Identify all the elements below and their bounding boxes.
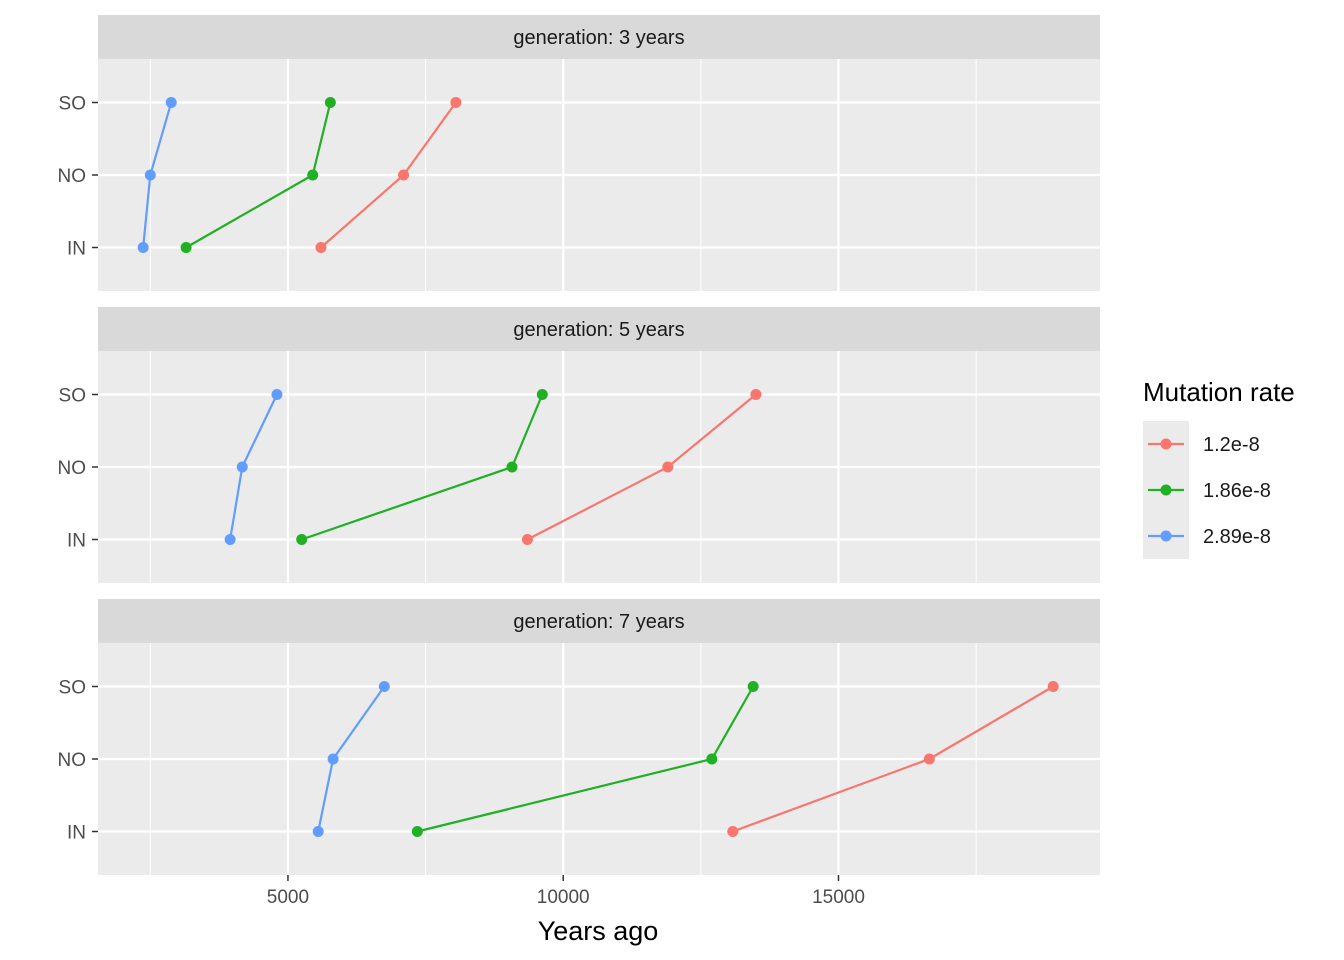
y-tick-label: SO bbox=[59, 678, 86, 699]
legend-keys: 1.2e-8 1.86e-8 2.89e-8 bbox=[1143, 421, 1271, 559]
legend-key-point bbox=[1160, 438, 1172, 450]
y-tick-label: NO bbox=[58, 166, 87, 187]
facet-strip bbox=[98, 599, 1100, 643]
data-point bbox=[536, 389, 548, 400]
data-point bbox=[224, 534, 236, 545]
legend-key-point bbox=[1160, 530, 1172, 542]
data-point bbox=[324, 97, 336, 108]
data-point bbox=[144, 169, 156, 181]
facet-panel: generation: 3 years IN NO SO bbox=[58, 15, 1100, 291]
data-point bbox=[521, 534, 533, 545]
legend-label: 1.2e-8 bbox=[1203, 434, 1260, 456]
data-point bbox=[1047, 681, 1059, 692]
data-point bbox=[165, 97, 177, 108]
facet-strip-label: generation: 5 years bbox=[513, 319, 684, 341]
x-tick-label: 5000 bbox=[267, 887, 309, 908]
legend-label: 1.86e-8 bbox=[1203, 480, 1271, 502]
y-tick-label: NO bbox=[58, 750, 87, 771]
data-point bbox=[296, 534, 308, 545]
y-tick-label: IN bbox=[67, 531, 86, 552]
data-point bbox=[923, 753, 935, 765]
legend-title: Mutation rate bbox=[1143, 377, 1295, 407]
facet-panel: generation: 5 years IN NO SO bbox=[58, 307, 1100, 583]
data-point bbox=[236, 461, 248, 473]
facet-strip-label: generation: 3 years bbox=[513, 27, 684, 49]
data-point bbox=[315, 242, 327, 253]
data-point bbox=[450, 97, 462, 108]
data-point bbox=[747, 681, 759, 692]
data-point bbox=[327, 753, 339, 765]
data-point bbox=[706, 753, 718, 765]
data-point bbox=[307, 169, 319, 181]
data-point bbox=[378, 681, 390, 692]
facet-strip bbox=[98, 15, 1100, 59]
y-tick-label: IN bbox=[67, 239, 86, 260]
y-tick-label: SO bbox=[59, 94, 86, 115]
data-point bbox=[398, 169, 410, 181]
data-point bbox=[506, 461, 518, 473]
data-point bbox=[727, 826, 739, 837]
facet-panel: generation: 7 years IN NO SO bbox=[58, 599, 1100, 875]
x-axis-title: Years ago bbox=[538, 916, 659, 946]
y-tick-label: SO bbox=[59, 386, 86, 407]
data-point bbox=[750, 389, 762, 400]
data-point bbox=[312, 826, 324, 837]
facet-strip bbox=[98, 307, 1100, 351]
legend: Mutation rate 1.2e-8 1.86e-8 2.89e-8 bbox=[1143, 377, 1295, 559]
data-point bbox=[271, 389, 283, 400]
x-axis: 5000 10000 15000 bbox=[267, 875, 865, 908]
y-tick-label: IN bbox=[67, 823, 86, 844]
data-point bbox=[662, 461, 674, 473]
data-point bbox=[411, 826, 423, 837]
legend-label: 2.89e-8 bbox=[1203, 526, 1271, 548]
x-tick-label: 10000 bbox=[537, 887, 590, 908]
y-tick-label: NO bbox=[58, 458, 87, 479]
legend-key-point bbox=[1160, 484, 1172, 496]
facet-strip-label: generation: 7 years bbox=[513, 611, 684, 633]
data-point bbox=[137, 242, 149, 253]
data-point bbox=[180, 242, 192, 253]
x-tick-label: 15000 bbox=[812, 887, 865, 908]
